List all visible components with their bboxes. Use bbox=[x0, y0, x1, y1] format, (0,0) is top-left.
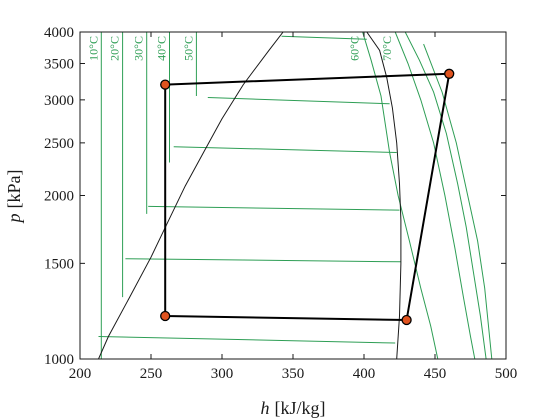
isotherm-line bbox=[404, 32, 487, 359]
isobar-line bbox=[207, 97, 390, 105]
x-tick-label: 350 bbox=[282, 366, 305, 382]
y-tick-label: 1000 bbox=[44, 352, 74, 368]
isotherm-label: 20°C bbox=[108, 36, 122, 61]
x-tick-label: 450 bbox=[424, 366, 447, 382]
isotherm-line bbox=[362, 32, 439, 359]
y-axis-label: p [kPa] bbox=[4, 170, 24, 225]
y-tick-label: 2500 bbox=[44, 136, 74, 152]
isotherm-label: 10°C bbox=[86, 36, 100, 61]
y-tick-label: 3500 bbox=[44, 56, 74, 72]
isobar-line bbox=[148, 205, 400, 211]
y-tick-label: 4000 bbox=[44, 25, 74, 41]
y-axis-ticks: 1000 1500 2000 2500 3000 3500 4000 bbox=[44, 25, 506, 368]
plot-background bbox=[80, 32, 506, 359]
isotherm-label-layer: 10°C 20°C 30°C 40°C 50°C 60°C 70°C bbox=[86, 36, 394, 61]
x-axis-label: h [kJ/kg] bbox=[261, 398, 326, 418]
isotherm-label: 60°C bbox=[348, 36, 362, 61]
saturation-dome-layer bbox=[98, 32, 402, 359]
cycle-state-point bbox=[160, 310, 171, 322]
saturated-liquid-curve bbox=[98, 32, 284, 359]
isobar-layer bbox=[98, 35, 401, 344]
y-tick-label: 2000 bbox=[44, 189, 74, 205]
x-tick-label: 400 bbox=[353, 366, 376, 382]
isobar-line bbox=[98, 336, 396, 344]
saturated-vapor-curve bbox=[366, 32, 402, 359]
isotherm-label: 70°C bbox=[380, 36, 394, 61]
x-axis-symbol: h bbox=[261, 398, 270, 418]
cycle-state-point bbox=[444, 68, 455, 79]
y-axis-unit: [kPa] bbox=[4, 170, 24, 209]
x-tick-label: 300 bbox=[211, 366, 234, 382]
isotherm-label: 50°C bbox=[181, 36, 195, 61]
x-tick-label: 250 bbox=[140, 366, 163, 382]
isotherm-label: 40°C bbox=[155, 36, 169, 61]
x-tick-label: 500 bbox=[495, 366, 518, 382]
cycle-layer bbox=[160, 68, 455, 326]
cycle-state-point bbox=[401, 314, 412, 326]
isobar-line bbox=[125, 258, 401, 263]
x-tick-label: 200 bbox=[69, 366, 92, 382]
isotherm-line bbox=[423, 43, 493, 359]
y-tick-label: 1500 bbox=[44, 256, 74, 272]
x-axis-ticks: 200 250 300 350 400 450 500 bbox=[69, 32, 518, 382]
y-axis-symbol: p bbox=[4, 214, 24, 225]
cycle-state-point bbox=[160, 79, 171, 90]
y-tick-label: 3000 bbox=[44, 93, 74, 109]
isotherm-label: 30°C bbox=[132, 36, 146, 61]
x-axis-unit: [kJ/kg] bbox=[275, 398, 326, 418]
isobar-line bbox=[281, 35, 367, 40]
isobar-line bbox=[173, 146, 397, 153]
